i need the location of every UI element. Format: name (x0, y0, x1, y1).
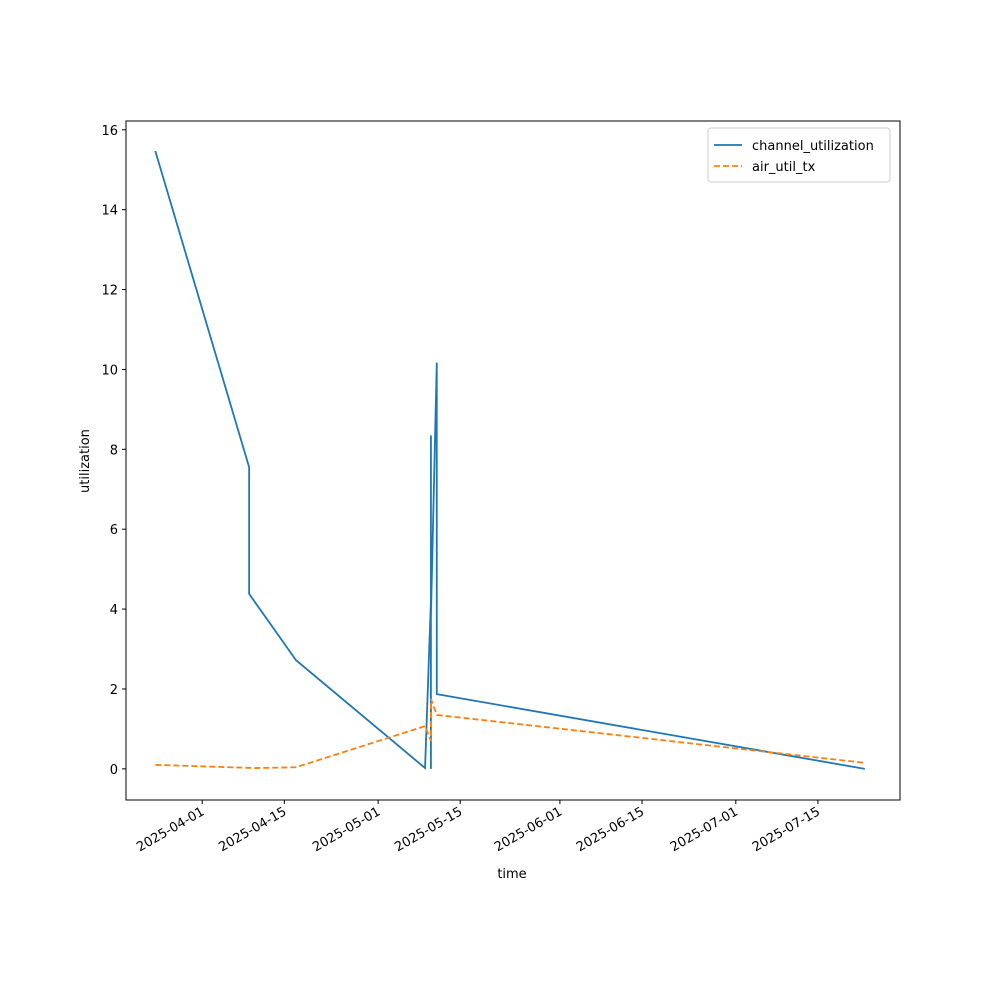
y-tick-label: 6 (110, 523, 118, 538)
plot-frame (125, 120, 901, 801)
line-series (154, 150, 865, 770)
legend-label: air_util_tx (752, 160, 816, 175)
y-tick-label: 8 (110, 443, 118, 458)
line-series (155, 698, 865, 769)
y-axis-label: utilization (78, 429, 93, 493)
x-axis-label: time (497, 867, 526, 882)
y-tick-label: 14 (101, 204, 118, 219)
legend-label: channel_utilization (752, 139, 874, 154)
y-tick-label: 16 (101, 124, 118, 139)
y-tick-label: 2 (110, 683, 118, 698)
y-tick-label: 10 (101, 363, 118, 378)
legend-box (707, 127, 891, 183)
legend: channel_utilization air_util_tx (707, 127, 891, 183)
y-tick-label: 4 (110, 603, 118, 618)
y-tick-label: 0 (110, 763, 118, 778)
y-tick-label: 12 (101, 284, 118, 299)
